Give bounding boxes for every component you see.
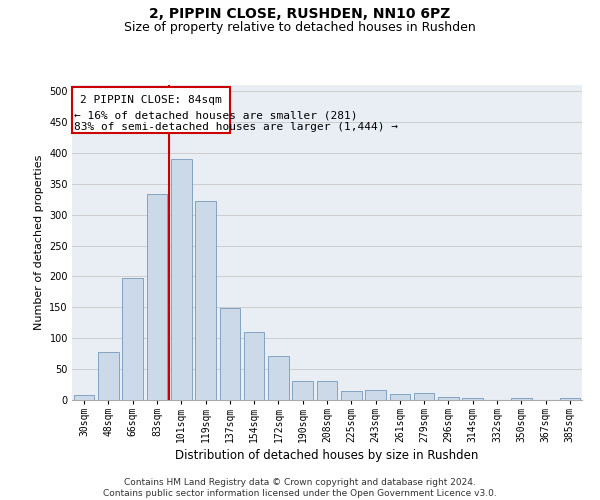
Bar (414, 393, 434, 400)
Bar (244, 332, 265, 400)
Bar (195, 201, 216, 400)
Bar (171, 159, 191, 400)
Bar (438, 397, 459, 400)
Bar (389, 394, 410, 400)
Bar (268, 356, 289, 400)
Text: 2 PIPPIN CLOSE: 84sqm: 2 PIPPIN CLOSE: 84sqm (80, 95, 222, 105)
X-axis label: Distribution of detached houses by size in Rushden: Distribution of detached houses by size … (175, 449, 479, 462)
Bar (317, 382, 337, 400)
Bar (560, 398, 580, 400)
Bar (98, 352, 119, 400)
Bar (146, 194, 167, 400)
Bar (292, 382, 313, 400)
Bar (220, 308, 240, 400)
Bar (365, 390, 386, 400)
Text: ← 16% of detached houses are smaller (281): ← 16% of detached houses are smaller (28… (74, 110, 358, 120)
Bar (341, 392, 362, 400)
Bar (463, 398, 483, 400)
Bar (511, 398, 532, 400)
Y-axis label: Number of detached properties: Number of detached properties (34, 155, 44, 330)
Bar (122, 278, 143, 400)
Bar (74, 395, 94, 400)
Text: 83% of semi-detached houses are larger (1,444) →: 83% of semi-detached houses are larger (… (74, 122, 398, 132)
Text: Size of property relative to detached houses in Rushden: Size of property relative to detached ho… (124, 21, 476, 34)
Bar (72, 87, 230, 133)
Text: Contains HM Land Registry data © Crown copyright and database right 2024.
Contai: Contains HM Land Registry data © Crown c… (103, 478, 497, 498)
Text: 2, PIPPIN CLOSE, RUSHDEN, NN10 6PZ: 2, PIPPIN CLOSE, RUSHDEN, NN10 6PZ (149, 8, 451, 22)
